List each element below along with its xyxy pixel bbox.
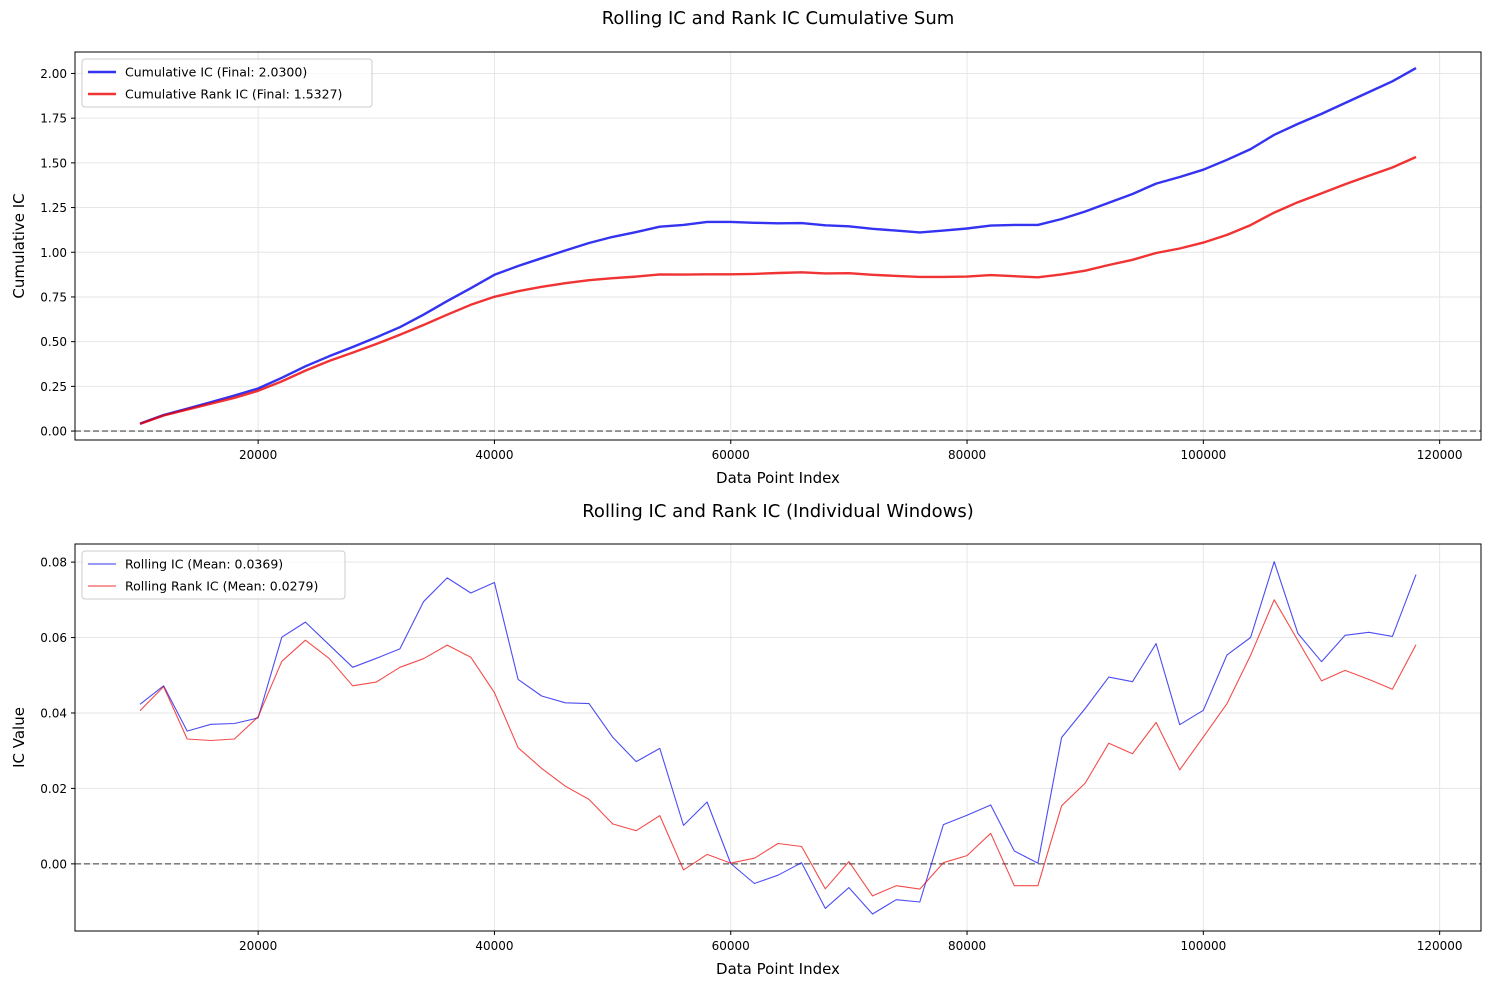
x-tick-label: 40000 bbox=[475, 448, 513, 462]
y-tick-label: 0.50 bbox=[40, 335, 67, 349]
series-line-2 bbox=[139, 155, 1417, 426]
y-tick-label: 1.25 bbox=[40, 201, 67, 215]
x-tick-label: 60000 bbox=[712, 448, 750, 462]
x-axis-label: Data Point Index bbox=[716, 469, 840, 487]
y-tick-label: 0.75 bbox=[40, 290, 67, 304]
y-tick-label: 0.08 bbox=[40, 556, 67, 570]
legend-label-2: Cumulative Rank IC (Final: 1.5327) bbox=[125, 87, 342, 102]
legend: Cumulative IC (Final: 2.0300) Cumulative … bbox=[81, 58, 373, 108]
series-line-1 bbox=[139, 561, 1417, 915]
x-tick-label: 60000 bbox=[712, 939, 750, 953]
y-tick-label: 0.02 bbox=[40, 782, 67, 796]
series-line-2 bbox=[139, 599, 1417, 897]
y-tick-label: 2.00 bbox=[40, 67, 67, 81]
y-tick-label: 1.50 bbox=[40, 156, 67, 170]
x-tick-label: 100000 bbox=[1180, 448, 1226, 462]
chart-title: Rolling IC and Rank IC Cumulative Sum bbox=[602, 8, 955, 29]
x-axis-label: Data Point Index bbox=[716, 960, 840, 978]
plot-area-frame bbox=[74, 543, 1482, 932]
x-tick-label: 80000 bbox=[948, 448, 986, 462]
chart-panel-2: Rolling IC and Rank IC (Individual Windo… bbox=[10, 501, 1482, 978]
x-tick-label: 20000 bbox=[239, 448, 277, 462]
y-axis-label: IC Value bbox=[10, 707, 28, 768]
y-tick-label: 0.00 bbox=[40, 857, 67, 871]
legend-box bbox=[81, 550, 346, 600]
series-line-1 bbox=[139, 67, 1417, 425]
x-tick-label: 80000 bbox=[948, 939, 986, 953]
legend-label-1: Cumulative IC (Final: 2.0300) bbox=[125, 65, 307, 80]
x-tick-label: 20000 bbox=[239, 939, 277, 953]
x-tick-label: 100000 bbox=[1180, 939, 1226, 953]
y-tick-label: 0.04 bbox=[40, 706, 67, 720]
y-tick-label: 1.00 bbox=[40, 246, 67, 260]
legend-label-1: Rolling IC (Mean: 0.0369) bbox=[125, 557, 283, 572]
y-axis-label: Cumulative IC bbox=[10, 193, 28, 298]
y-tick-label: 0.06 bbox=[40, 631, 67, 645]
plot-area-frame bbox=[74, 51, 1482, 441]
y-tick-label: 1.75 bbox=[40, 112, 67, 126]
legend-label-2: Rolling Rank IC (Mean: 0.0279) bbox=[125, 579, 318, 594]
y-tick-label: 0.00 bbox=[40, 425, 67, 439]
x-tick-label: 120000 bbox=[1417, 939, 1463, 953]
y-tick-label: 0.25 bbox=[40, 380, 67, 394]
legend: Rolling IC (Mean: 0.0369) Rolling Rank IC… bbox=[81, 550, 346, 600]
x-tick-label: 120000 bbox=[1417, 448, 1463, 462]
legend-box bbox=[81, 58, 373, 108]
x-tick-label: 40000 bbox=[475, 939, 513, 953]
chart-title: Rolling IC and Rank IC (Individual Windo… bbox=[582, 501, 974, 522]
chart-panel-1: Rolling IC and Rank IC Cumulative Sum 200… bbox=[10, 8, 1482, 487]
